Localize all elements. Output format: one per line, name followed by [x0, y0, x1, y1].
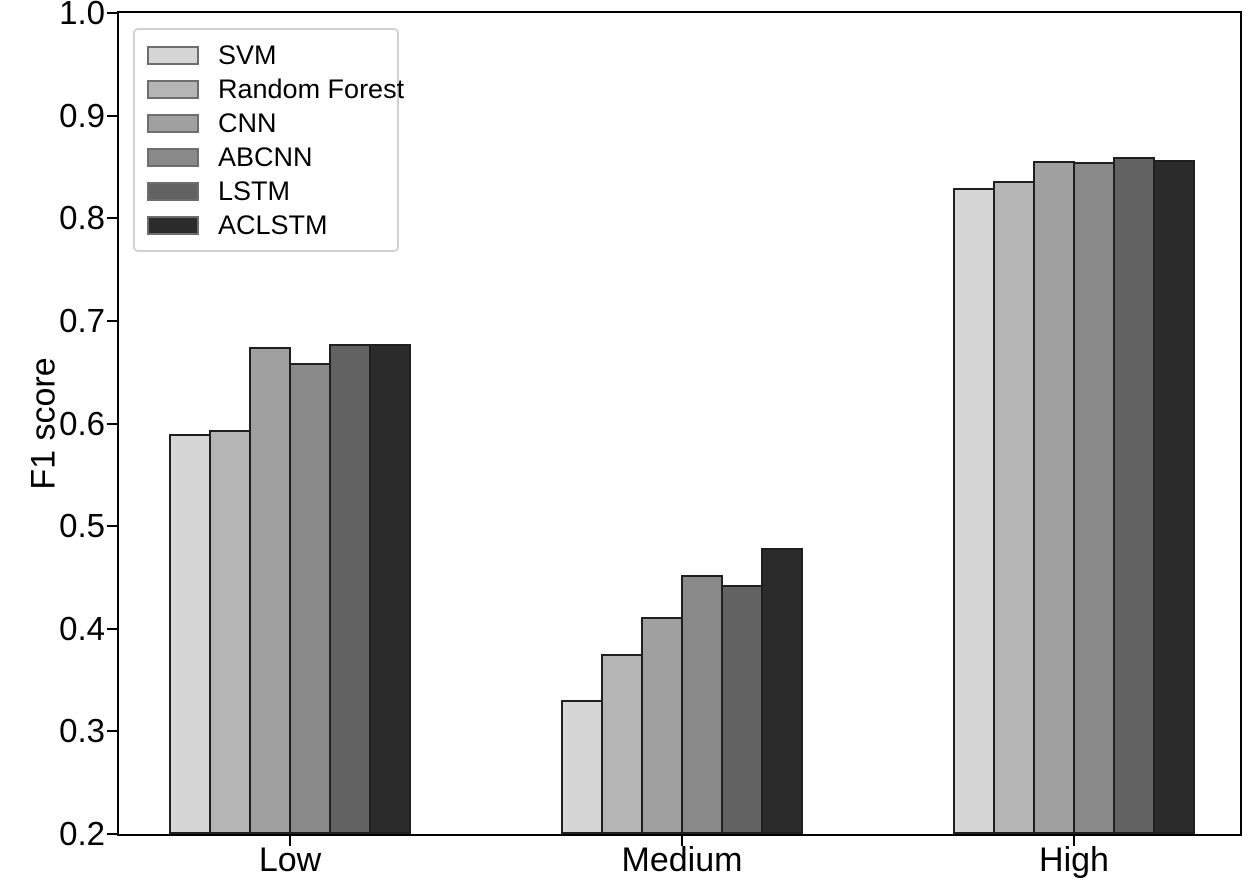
legend-item-cnn: CNN	[147, 106, 385, 140]
bar-random-forest-medium	[601, 654, 643, 834]
bar-cnn-low	[249, 347, 291, 834]
legend-swatch-icon	[147, 215, 199, 235]
y-tick-mark	[107, 320, 119, 322]
legend-label: CNN	[218, 107, 277, 138]
legend: SVM Random Forest CNN ABCNN LSTM ACLSTM	[133, 28, 404, 252]
legend-swatch-icon	[147, 113, 199, 133]
legend-swatch-icon	[147, 181, 199, 201]
y-tick-mark	[107, 833, 119, 835]
bar-lstm-medium	[721, 585, 763, 834]
bar-aclstm-high	[1153, 160, 1195, 834]
y-tick-label: 0.3	[59, 712, 105, 749]
y-tick-mark	[107, 217, 119, 219]
x-tick-label-medium: Medium	[621, 841, 743, 879]
y-tick-label: 0.5	[59, 507, 105, 544]
y-tick-mark	[107, 115, 119, 117]
bar-abcnn-high	[1073, 162, 1115, 834]
y-tick-label: 0.6	[59, 405, 105, 442]
legend-item-random-forest: Random Forest	[147, 72, 404, 106]
y-tick-mark	[107, 12, 119, 14]
x-tick-mark	[289, 834, 291, 846]
y-tick-label: 0.2	[59, 815, 105, 852]
legend-label: ACLSTM	[218, 209, 328, 240]
bar-aclstm-low	[369, 344, 411, 834]
x-tick-label-low: Low	[258, 841, 322, 879]
bar-cnn-high	[1033, 161, 1075, 834]
plot-area: SVM Random Forest CNN ABCNN LSTM ACLSTM	[117, 11, 1242, 836]
y-tick-mark	[107, 730, 119, 732]
legend-swatch-icon	[147, 45, 199, 65]
legend-item-abcnn: ABCNN	[147, 140, 385, 174]
bar-random-forest-low	[209, 430, 251, 834]
x-tick-label-high: High	[1039, 841, 1109, 879]
bar-svm-high	[953, 188, 995, 834]
legend-label: ABCNN	[218, 141, 313, 172]
bar-lstm-low	[329, 344, 371, 834]
legend-label: Random Forest	[218, 73, 405, 104]
legend-swatch-icon	[147, 79, 199, 99]
bar-aclstm-medium	[761, 548, 803, 834]
bar-random-forest-high	[993, 181, 1035, 834]
y-tick-label: 0.7	[59, 302, 105, 339]
y-tick-mark	[107, 423, 119, 425]
legend-label: LSTM	[218, 175, 291, 206]
x-tick-mark	[681, 834, 683, 846]
legend-swatch-icon	[147, 147, 199, 167]
bar-svm-low	[169, 434, 211, 834]
bar-abcnn-medium	[681, 575, 723, 834]
legend-label: SVM	[218, 39, 277, 70]
y-tick-label: 0.8	[59, 199, 105, 236]
y-tick-label: 0.9	[59, 97, 105, 134]
y-tick-label: 0.4	[59, 610, 105, 647]
bar-abcnn-low	[289, 363, 331, 834]
y-tick-mark	[107, 628, 119, 630]
legend-item-aclstm: ACLSTM	[147, 208, 385, 242]
bar-svm-medium	[561, 700, 603, 834]
x-tick-mark	[1073, 834, 1075, 846]
bar-lstm-high	[1113, 157, 1155, 834]
legend-item-lstm: LSTM	[147, 174, 385, 208]
bar-cnn-medium	[641, 617, 683, 834]
y-tick-label: 1.0	[59, 0, 105, 31]
y-tick-mark	[107, 525, 119, 527]
legend-item-svm: SVM	[147, 38, 385, 72]
